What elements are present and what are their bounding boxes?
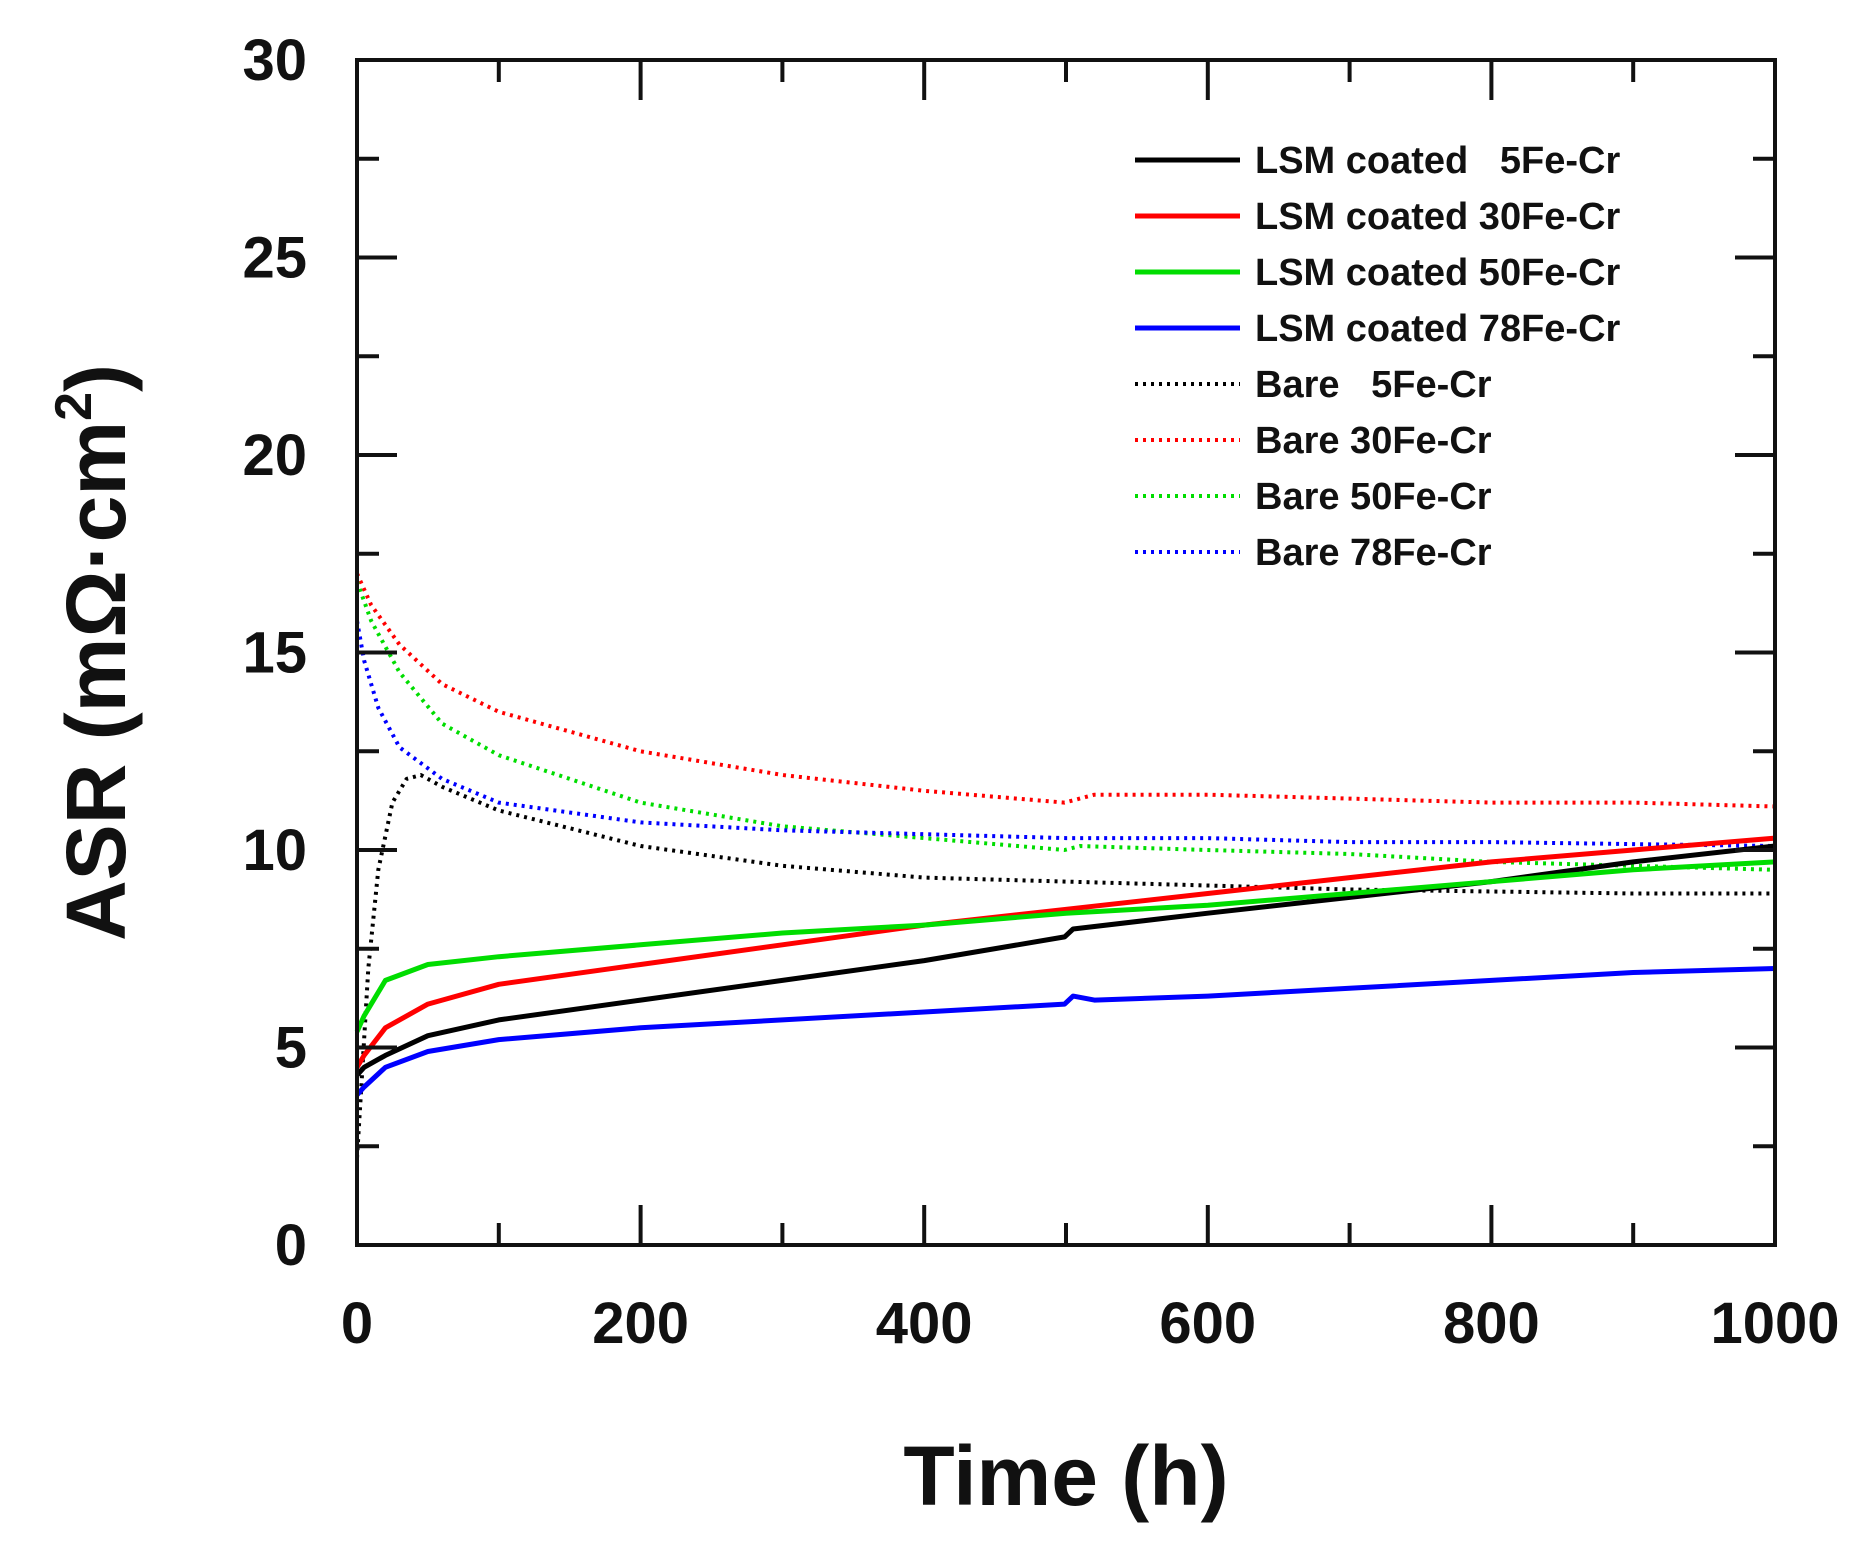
x-tick-label: 400 [876,1291,973,1356]
y-tick-label: 5 [275,1016,307,1081]
y-tick-label: 10 [242,818,307,883]
plot-series [354,572,1776,1159]
y-tick-label: 20 [242,423,307,488]
legend-label-2: LSM coated 30Fe-Cr [1255,196,1621,238]
legend-label-5: Bare 5Fe-Cr [1255,364,1492,406]
y-tick-label: 30 [242,28,307,93]
y-tick-label: 25 [242,226,307,291]
y-axis-title-close: ) [49,364,143,392]
axis-ticks [355,58,1777,1247]
x-tick-label: 200 [592,1291,689,1356]
axis-tick-labels: 0 200 400 600 800 1000 0 5 10 15 20 25 30 [242,28,1839,1356]
legend: LSM coated 5Fe-Cr LSM coated 30Fe-Cr LSM c… [1135,140,1621,574]
x-tick-label: 600 [1159,1291,1256,1356]
x-axis-title: Time (h) [903,1429,1228,1523]
legend-label-8: Bare 78Fe-Cr [1255,532,1492,574]
series-line-1 [355,843,1776,1077]
series-line-3 [354,859,1776,1033]
series-line-2 [354,835,1776,1069]
y-axis-title-superscript: 2 [45,392,103,421]
x-tick-label: 0 [341,1291,373,1356]
x-tick-label: 800 [1443,1291,1540,1356]
legend-label-3: LSM coated 50Fe-Cr [1255,252,1621,294]
series-line-6 [355,572,1776,809]
x-tick-label: 1000 [1710,1291,1839,1356]
series-line-7 [355,580,1776,872]
series-line-5 [355,773,1775,1159]
series-line-4 [355,966,1776,1097]
legend-label-1: LSM coated 5Fe-Cr [1255,140,1620,182]
y-axis-title-main: ASR (mΩ·cm [49,421,143,941]
y-tick-label: 15 [242,621,307,686]
series-line-8 [355,620,1776,848]
legend-label-7: Bare 50Fe-Cr [1255,476,1492,518]
y-tick-label: 0 [275,1213,307,1278]
y-axis-title: ASR (mΩ·cm2) [45,364,143,941]
legend-label-4: LSM coated 78Fe-Cr [1255,308,1621,350]
legend-label-6: Bare 30Fe-Cr [1255,420,1492,462]
